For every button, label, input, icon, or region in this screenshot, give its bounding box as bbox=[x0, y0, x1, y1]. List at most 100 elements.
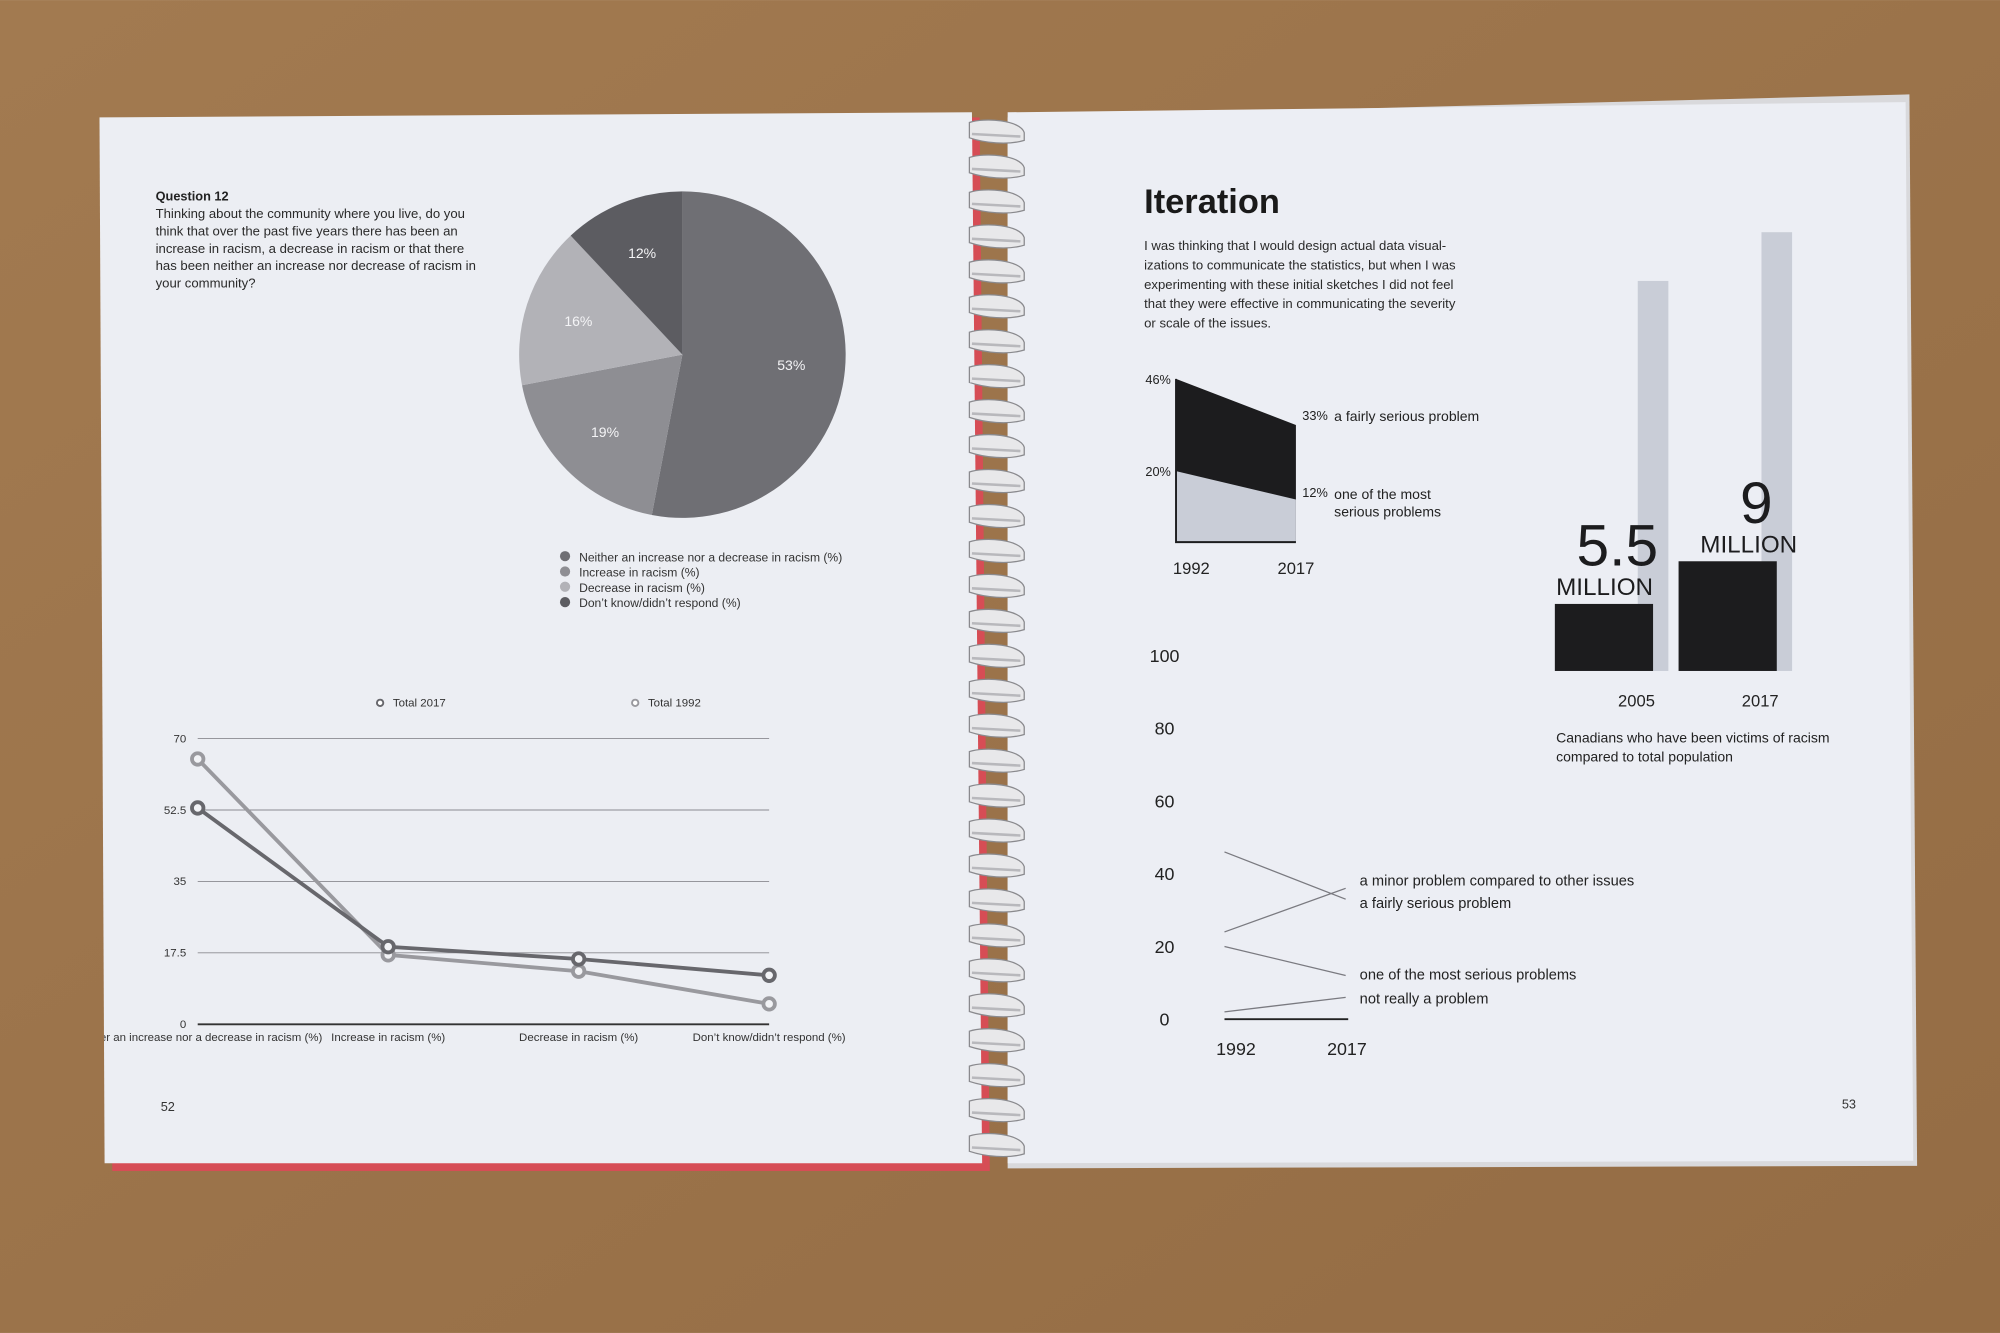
y-tick-label: 17.5 bbox=[164, 948, 186, 960]
spiral-ring bbox=[968, 993, 1025, 1018]
point-marker bbox=[761, 996, 777, 1012]
spiral-ring-shade bbox=[971, 1146, 1021, 1152]
question-heading: Question 12 bbox=[156, 188, 229, 203]
spiral-ring bbox=[968, 294, 1025, 319]
legend-label: Neither an increase nor a decrease in ra… bbox=[579, 550, 842, 564]
spiral-ring-shade bbox=[971, 202, 1021, 208]
x-tick-label: Increase in racism (%) bbox=[331, 1032, 445, 1044]
slice-label: 16% bbox=[564, 313, 592, 329]
series-label: not really a problem bbox=[1360, 992, 1489, 1008]
spiral-ring-shade bbox=[971, 482, 1021, 488]
page-number: 52 bbox=[161, 1099, 175, 1114]
slice-label: 53% bbox=[777, 357, 805, 373]
spiral-ring-shade bbox=[971, 1041, 1021, 1047]
spiral-ring-shade bbox=[971, 412, 1021, 418]
unit-label: MILLION bbox=[1700, 531, 1797, 558]
value-label: 20% bbox=[1145, 464, 1171, 479]
series-line bbox=[196, 757, 770, 1006]
spiral-ring bbox=[968, 468, 1025, 494]
slope-line bbox=[1224, 996, 1346, 1013]
spiral-ring-shade bbox=[971, 552, 1021, 558]
y-tick-label: 0 bbox=[180, 1019, 186, 1031]
spiral-ring bbox=[968, 1063, 1025, 1088]
right-content: Iteration 53 I was thinking that I would… bbox=[1144, 183, 1856, 1111]
spiral-ring bbox=[968, 119, 1025, 144]
slice-label: 19% bbox=[591, 424, 619, 440]
point-marker bbox=[380, 939, 396, 955]
legend-marker bbox=[375, 698, 385, 707]
spiral-ring-shade bbox=[971, 866, 1021, 872]
y-tick-label: 60 bbox=[1155, 791, 1175, 811]
spiral-ring bbox=[968, 888, 1025, 913]
pie-slice bbox=[651, 191, 846, 518]
spiral-ring bbox=[968, 259, 1025, 284]
slope-line bbox=[1224, 887, 1346, 933]
spiral-ring-shade bbox=[971, 726, 1021, 732]
caption-line: Canadians who have been victims of racis… bbox=[1556, 729, 1829, 745]
pie-slice bbox=[570, 191, 683, 355]
spiral-ring-shade bbox=[971, 342, 1021, 348]
question-line: has been neither an increase nor decreas… bbox=[156, 258, 476, 273]
spiral-ring bbox=[968, 538, 1025, 564]
point-marker bbox=[190, 751, 206, 767]
x-tick-label: 2005 bbox=[1618, 692, 1655, 711]
spiral-ring-shade bbox=[971, 901, 1021, 907]
series-label-text: one of the most serious problems bbox=[1334, 486, 1442, 520]
question-line: Thinking about the community where you l… bbox=[156, 206, 465, 221]
point-marker bbox=[190, 800, 206, 816]
spiral-ring-shade bbox=[971, 1076, 1021, 1082]
spiral-ring bbox=[968, 853, 1025, 878]
point-marker bbox=[761, 967, 777, 983]
legend-swatch bbox=[559, 551, 571, 562]
legend-label: Total 1992 bbox=[648, 698, 701, 710]
spiral-ring-shade bbox=[971, 796, 1021, 802]
spiral-ring-shade bbox=[971, 971, 1021, 977]
spiral-ring bbox=[968, 189, 1025, 214]
spiral-ring bbox=[968, 1132, 1025, 1158]
spiral-ring bbox=[968, 783, 1025, 808]
spiral-ring-shade bbox=[971, 272, 1021, 278]
spiral-ring bbox=[968, 643, 1025, 669]
spiral-ring-shade bbox=[971, 936, 1021, 942]
series-label: one of the most serious problems bbox=[1360, 967, 1577, 983]
y-tick-label: 70 bbox=[173, 733, 186, 745]
x-tick-label: 2017 bbox=[1277, 559, 1314, 578]
y-tick-label: 100 bbox=[1150, 646, 1180, 666]
value-label: 33% bbox=[1302, 408, 1328, 423]
spiral-ring bbox=[968, 1028, 1025, 1053]
value-label: 12% bbox=[1302, 485, 1328, 500]
paragraph-line: that they were effective in communicatin… bbox=[1144, 296, 1456, 311]
spiral-ring bbox=[968, 398, 1025, 424]
legend-swatch bbox=[559, 566, 571, 577]
y-tick-label: 0 bbox=[1160, 1010, 1170, 1030]
question-line: your community? bbox=[156, 276, 256, 291]
series-line bbox=[196, 806, 770, 978]
spiral-ring bbox=[968, 503, 1025, 529]
spiral-ring bbox=[968, 678, 1025, 703]
legend-label: Decrease in racism (%) bbox=[579, 581, 705, 595]
right-page bbox=[1007, 102, 1914, 1164]
y-tick-label: 52.5 bbox=[164, 805, 186, 817]
question-line: increase in racism, a decrease in racism… bbox=[156, 241, 465, 256]
spiral-ring bbox=[968, 329, 1025, 354]
spiral-ring bbox=[968, 154, 1025, 179]
unit-label: MILLION bbox=[1556, 574, 1653, 601]
series-label: a minor problem compared to other issues bbox=[1360, 874, 1635, 890]
x-tick-label: Decrease in racism (%) bbox=[519, 1032, 638, 1044]
legend-label: Don’t know/didn’t respond (%) bbox=[579, 596, 741, 610]
x-tick-label: Don’t know/didn’t respond (%) bbox=[693, 1032, 846, 1044]
spiral-ring bbox=[968, 224, 1025, 249]
spiral-ring-shade bbox=[971, 1111, 1021, 1117]
spiral-ring bbox=[968, 573, 1025, 599]
series-label: a fairly serious problem bbox=[1334, 410, 1479, 425]
spiral-ring-shade bbox=[971, 167, 1021, 173]
slope-line bbox=[1224, 945, 1346, 977]
spiral-ring-shade bbox=[971, 691, 1021, 697]
y-tick-label: 20 bbox=[1155, 937, 1175, 957]
x-tick-label: 2017 bbox=[1327, 1039, 1367, 1059]
value-label: 46% bbox=[1145, 372, 1171, 387]
spiral-ring-shade bbox=[971, 587, 1021, 593]
spiral-ring bbox=[968, 433, 1025, 459]
